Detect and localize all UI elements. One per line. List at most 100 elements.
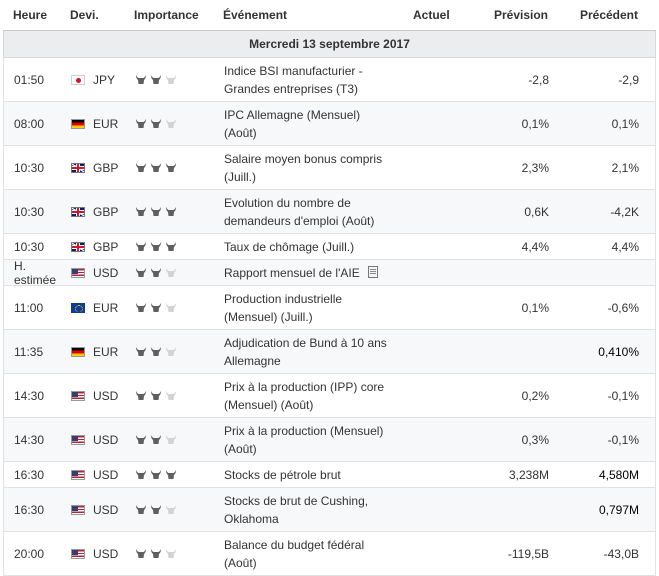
event-previous: -0,1% (607, 388, 639, 403)
bull-icon-active (151, 347, 161, 356)
table-row[interactable]: 16:30 USD Stocks de brut de Cushing, Oklaho… (3, 488, 656, 532)
event-previous: 0,1% (611, 116, 639, 131)
event-time: 10:30 (14, 239, 45, 254)
header-currency[interactable]: Devi. (70, 8, 99, 22)
currency-code: EUR (93, 300, 119, 315)
event-time: H. estimée (14, 258, 57, 287)
table-row[interactable]: 08:00 EUR IPC Allemagne (Mensuel) (Août) 0,1… (3, 102, 656, 146)
table-row[interactable]: 11:00 EUR Production industrielle (Mensuel)… (3, 286, 656, 330)
event-name-line1[interactable]: Balance du budget fédéral (224, 537, 365, 552)
table-row[interactable]: 01:50 JPY Indice BSI manufacturier - Grande… (3, 58, 656, 102)
table-row[interactable]: 10:30 GBP Evolution du nombre de demandeurs… (3, 190, 656, 234)
currency-code: GBP (93, 204, 119, 219)
bull-icon-active (136, 207, 146, 216)
importance-rating (135, 118, 224, 129)
event-name-line2[interactable]: Allemagne (224, 353, 281, 368)
bull-icon-inactive (166, 505, 176, 514)
bull-icon-active (136, 470, 146, 479)
header-actual[interactable]: Actuel (413, 8, 450, 22)
table-row[interactable]: 10:30 GBP Taux de chômage (Juill.) 4,4% 4,4% (3, 234, 656, 260)
event-time: 14:30 (14, 388, 45, 403)
currency-code: USD (93, 432, 119, 447)
table-row[interactable]: 10:30 GBP Salaire moyen bonus compris (Juil… (3, 146, 656, 190)
bull-icon-active (151, 163, 161, 172)
event-previous: 4,580M (598, 467, 639, 482)
event-name-line2[interactable]: (Mensuel) (Juill.) (224, 309, 313, 324)
header-time[interactable]: Heure (13, 8, 48, 22)
event-currency: USD (71, 547, 135, 561)
bull-icon-inactive (166, 391, 176, 400)
event-name-line1[interactable]: IPC Allemagne (Mensuel) (224, 107, 361, 122)
event-time: 11:35 (14, 344, 44, 359)
event-time: 10:30 (14, 204, 45, 219)
document-icon[interactable] (367, 265, 378, 278)
event-name-line1[interactable]: Rapport mensuel de l'AIE (224, 265, 360, 280)
event-name-line2[interactable]: Grandes entreprises (T3) (224, 81, 359, 96)
event-name-line1[interactable]: Prix à la production (IPP) core (224, 379, 385, 394)
table-row[interactable]: 16:30 USD Stocks de pétrole brut 3,238M 4,58… (3, 462, 656, 488)
event-name-line2[interactable]: demandeurs d'emploi (Août) (224, 213, 375, 228)
event-name[interactable]: Stocks de brut de Cushing, Oklahoma (224, 492, 414, 528)
event-name[interactable]: Prix à la production (IPP) core (Mensuel)… (224, 378, 414, 414)
flag-gb-icon (71, 162, 85, 173)
event-name[interactable]: Prix à la production (Mensuel) (Août) (224, 422, 414, 458)
event-name-line1[interactable]: Stocks de pétrole brut (224, 467, 341, 482)
event-name-line1[interactable]: Indice BSI manufacturier - (224, 63, 363, 78)
event-time: 10:30 (14, 160, 45, 175)
event-name-line2[interactable]: (Août) (224, 441, 257, 456)
flag-jp-icon (71, 74, 85, 85)
event-name-line1[interactable]: Stocks de brut de Cushing, (224, 493, 369, 508)
event-name[interactable]: IPC Allemagne (Mensuel) (Août) (224, 106, 414, 142)
header-previous[interactable]: Précédent (579, 8, 638, 22)
header-forecast[interactable]: Prévision (493, 8, 548, 22)
importance-rating (135, 346, 224, 357)
event-name[interactable]: Indice BSI manufacturier - Grandes entrep… (224, 62, 414, 98)
table-row[interactable]: 11:35 EUR Adjudication de Bund à 10 ans All… (3, 330, 656, 374)
header-importance[interactable]: Importance (134, 8, 199, 22)
bull-icon-inactive (166, 347, 176, 356)
event-name[interactable]: Rapport mensuel de l'AIE (224, 264, 414, 282)
table-row[interactable]: 14:30 USD Prix à la production (Mensuel) (A… (3, 418, 656, 462)
table-row[interactable]: 20:00 USD Balance du budget fédéral (Août) -… (3, 532, 656, 576)
event-name[interactable]: Salaire moyen bonus compris (Juill.) (224, 150, 414, 186)
event-name-line2[interactable]: Oklahoma (224, 511, 279, 526)
event-name-line1[interactable]: Salaire moyen bonus compris (224, 151, 383, 166)
bull-icon-inactive (166, 303, 176, 312)
bull-icon-active (136, 119, 146, 128)
event-name-line1[interactable]: Production industrielle (224, 291, 343, 306)
event-forecast: -119,5B (507, 546, 549, 561)
bull-icon-active (166, 163, 176, 172)
day-separator: Mercredi 13 septembre 2017 (3, 31, 656, 58)
event-name-line2[interactable]: (Août) (224, 555, 257, 570)
table-header: Heure Devi. Importance Événement Actuel … (3, 0, 656, 31)
currency-code: USD (93, 388, 119, 403)
event-name[interactable]: Adjudication de Bund à 10 ans Allemagne (224, 334, 414, 370)
event-name-line1[interactable]: Adjudication de Bund à 10 ans (224, 335, 387, 350)
currency-code: USD (93, 265, 119, 280)
event-name[interactable]: Balance du budget fédéral (Août) (224, 536, 414, 572)
bull-icon-active (151, 242, 161, 251)
bull-icon-active (136, 303, 146, 312)
table-row[interactable]: H. estimée USD Rapport mensuel de l'AIE (3, 258, 656, 287)
table-row[interactable]: 14:30 USD Prix à la production (IPP) core (… (3, 374, 656, 418)
event-name-line2[interactable]: (Juill.) (224, 169, 256, 184)
event-currency: USD (71, 468, 135, 482)
bull-icon-active (151, 119, 161, 128)
event-name[interactable]: Evolution du nombre de demandeurs d'emplo… (224, 194, 414, 230)
bull-icon-active (136, 435, 146, 444)
event-name[interactable]: Stocks de pétrole brut (224, 466, 414, 484)
header-event[interactable]: Événement (223, 8, 288, 22)
event-forecast: -2,8 (528, 72, 549, 87)
event-name-line1[interactable]: Taux de chômage (Juill.) (224, 239, 355, 254)
event-name[interactable]: Production industrielle (Mensuel) (Juill.… (224, 290, 414, 326)
event-name-line1[interactable]: Prix à la production (Mensuel) (224, 423, 384, 438)
event-time: 11:00 (14, 300, 44, 315)
flag-gb-icon (71, 241, 85, 252)
event-currency: EUR (71, 345, 135, 359)
event-name[interactable]: Taux de chômage (Juill.) (224, 238, 414, 256)
event-name-line2[interactable]: (Mensuel) (Août) (224, 397, 314, 412)
event-name-line1[interactable]: Evolution du nombre de (224, 195, 351, 210)
flag-gb-icon (71, 206, 85, 217)
importance-rating (135, 434, 224, 445)
event-name-line2[interactable]: (Août) (224, 125, 257, 140)
